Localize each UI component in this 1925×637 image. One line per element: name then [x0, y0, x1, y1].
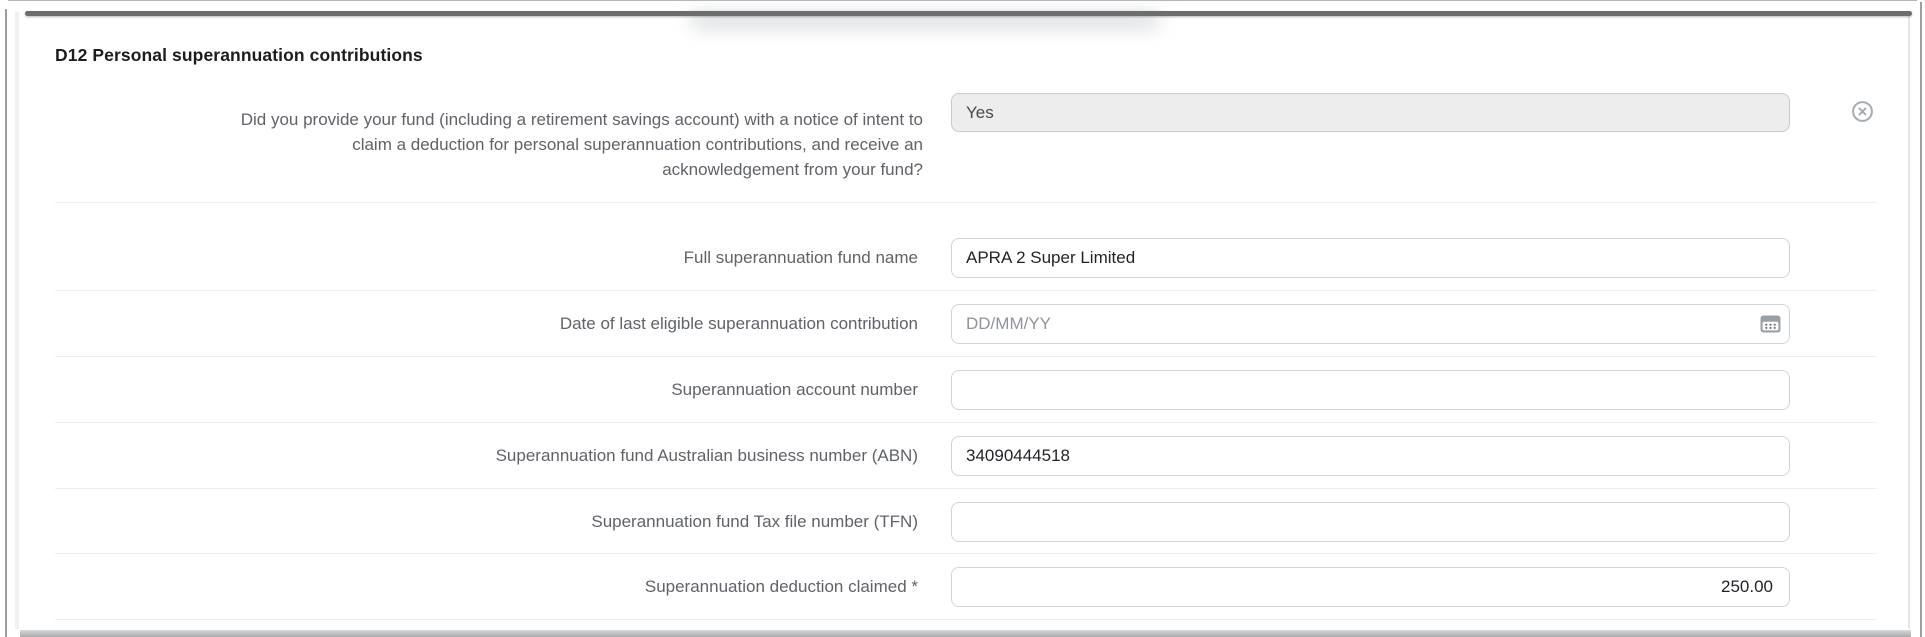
row-separator: [55, 202, 1877, 203]
window-right-border: [1920, 2, 1922, 637]
question-line: acknowledgement from your fund?: [662, 160, 923, 179]
form-row: Superannuation deduction claimed *: [0, 567, 1790, 607]
window-top-edge: [8, 0, 1917, 1]
top-shadow-blur: [690, 12, 1160, 29]
question-label: Did you provide your fund (including a r…: [55, 107, 923, 182]
date-of-last-contribution-input[interactable]: [951, 304, 1790, 344]
section-title: D12 Personal superannuation contribution…: [55, 44, 423, 65]
field-label: Full superannuation fund name: [683, 248, 918, 267]
question-line: claim a deduction for personal superannu…: [352, 135, 923, 154]
notice-of-intent-answer-field[interactable]: [951, 93, 1790, 132]
super-account-number-input[interactable]: [951, 370, 1790, 410]
fund-abn-input[interactable]: [951, 436, 1790, 476]
fund-tfn-input[interactable]: [951, 502, 1790, 542]
form-row: Date of last eligible superannuation con…: [0, 304, 1790, 344]
field-label: Superannuation account number: [671, 380, 918, 399]
content-right-edge: [1908, 12, 1910, 629]
calendar-icon: [1760, 315, 1781, 337]
form-row: Superannuation fund Tax file number (TFN…: [0, 502, 1790, 542]
row-separator: [55, 488, 1877, 489]
row-separator: [55, 619, 1877, 620]
deduction-claimed-input[interactable]: [951, 567, 1790, 607]
form-row: Superannuation fund Australian business …: [0, 436, 1790, 476]
form-row: Full superannuation fund name: [0, 238, 1790, 278]
form-row: Superannuation account number: [0, 370, 1790, 410]
section-divider-bar: [25, 11, 1912, 16]
remove-section-button[interactable]: [1851, 100, 1874, 123]
row-separator: [55, 290, 1877, 291]
field-label: Superannuation fund Tax file number (TFN…: [591, 512, 918, 531]
question-line: Did you provide your fund (including a r…: [240, 110, 923, 129]
row-separator: [55, 553, 1877, 554]
bottom-divider-band: [20, 630, 1911, 637]
field-label: Superannuation fund Australian business …: [495, 446, 918, 465]
field-label: Date of last eligible superannuation con…: [559, 314, 918, 333]
window-left-border: [5, 9, 7, 637]
date-picker-button[interactable]: [1760, 315, 1781, 334]
circle-x-icon: [1851, 101, 1874, 126]
row-separator: [55, 356, 1877, 357]
field-label: Superannuation deduction claimed *: [644, 577, 918, 596]
row-separator: [55, 422, 1877, 423]
full-fund-name-input[interactable]: [951, 238, 1790, 278]
content-left-edge: [15, 12, 19, 629]
